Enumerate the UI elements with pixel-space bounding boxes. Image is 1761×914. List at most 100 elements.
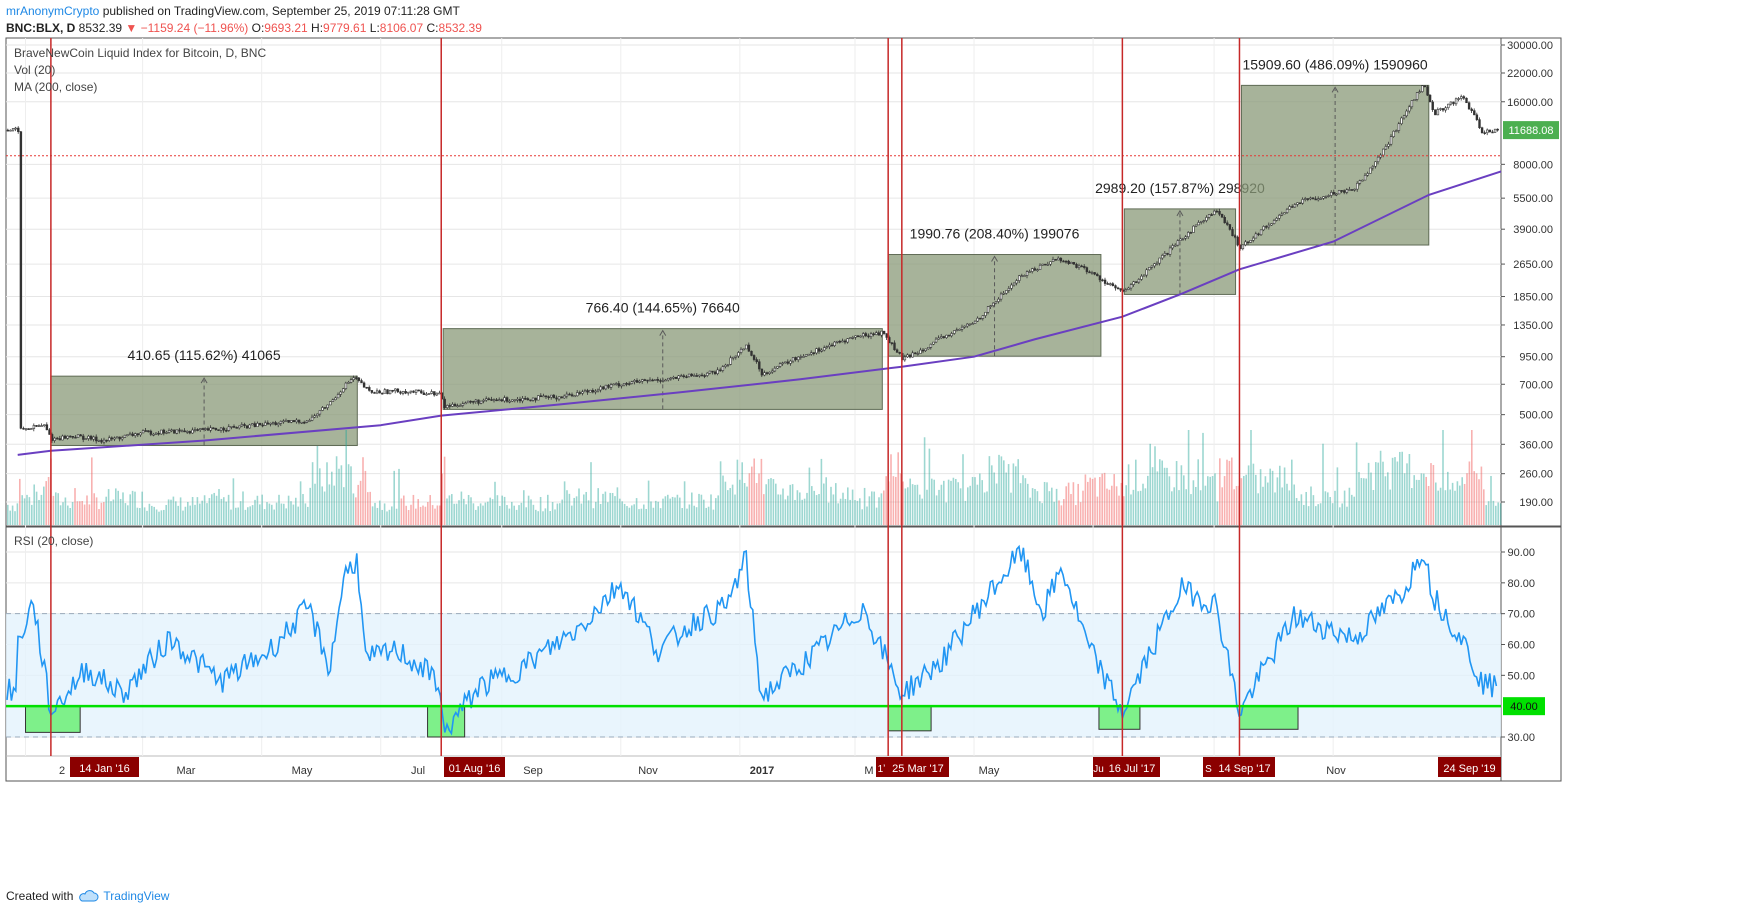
candle-up — [968, 323, 972, 326]
volume-bar — [1403, 473, 1406, 525]
candle-up — [966, 323, 969, 327]
volume-bar — [652, 507, 655, 525]
volume-bar — [38, 499, 40, 525]
candle-down — [292, 420, 296, 423]
volume-bar — [748, 473, 751, 525]
volume-bar — [818, 494, 820, 525]
candle-up — [732, 356, 735, 359]
volume-bar — [465, 504, 467, 525]
volume-bar — [1144, 488, 1147, 525]
candle-down — [711, 370, 714, 373]
volume-bar — [151, 505, 153, 525]
candle-up — [1379, 154, 1382, 158]
volume-bar — [782, 488, 784, 525]
volume-bar — [1195, 486, 1197, 525]
volume-bar — [158, 511, 160, 525]
volume-bar — [1010, 492, 1012, 525]
volume-bar — [117, 490, 119, 525]
candle-up — [1046, 263, 1050, 266]
volume-bar — [1363, 478, 1365, 525]
volume-bar — [1267, 482, 1269, 525]
volume-bar — [359, 480, 362, 525]
candle-up — [604, 384, 608, 390]
volume-bar — [979, 473, 981, 525]
volume-bar — [1007, 464, 1010, 525]
volume-bar — [275, 502, 278, 525]
candle-up — [1374, 161, 1377, 167]
rsi-legend: RSI (20, close) — [14, 534, 94, 548]
volume-bar — [861, 509, 863, 525]
volume-bar — [640, 508, 643, 525]
volume-bar — [237, 507, 239, 525]
volume-bar — [9, 510, 11, 525]
candle-up — [1366, 173, 1369, 176]
volume-bar — [398, 468, 400, 525]
candle-up — [583, 390, 587, 393]
volume-bar — [55, 492, 57, 525]
volume-bar — [1324, 491, 1327, 525]
volume-bar — [319, 468, 321, 525]
candle-up — [193, 429, 197, 431]
volume-bar — [993, 472, 995, 525]
candle-down — [578, 392, 582, 394]
candle-up — [290, 420, 293, 423]
volume-bar — [580, 503, 583, 525]
volume-bar — [662, 498, 664, 525]
volume-bar — [256, 495, 259, 525]
volume-bar — [1087, 481, 1089, 525]
tradingview-link[interactable]: TradingView — [103, 889, 170, 903]
volume-bar — [643, 504, 645, 525]
candle-up — [698, 374, 701, 377]
candle-up — [1194, 224, 1198, 227]
volume-bar — [340, 465, 343, 525]
volume-bar — [1274, 492, 1276, 525]
candle-down — [867, 335, 870, 338]
candle-up — [508, 400, 511, 403]
candle-up — [615, 383, 618, 385]
volume-bar — [33, 484, 35, 525]
candle-down — [695, 375, 699, 377]
volume-bar — [1099, 477, 1101, 525]
candle-up — [92, 436, 95, 440]
volume-bar — [88, 504, 91, 525]
volume-bar — [544, 508, 547, 525]
candle-down — [942, 336, 946, 339]
candle-down — [674, 376, 678, 379]
candle-down — [544, 395, 548, 398]
candle-up — [1025, 271, 1029, 276]
candle-up — [927, 347, 930, 350]
candle-down — [1473, 110, 1476, 116]
volume-bar — [604, 491, 607, 525]
candle-down — [1059, 257, 1063, 262]
candle-up — [994, 301, 998, 304]
candle-down — [399, 391, 402, 394]
volume-bar — [1372, 490, 1375, 525]
candle-down — [196, 429, 199, 431]
candle-down — [235, 427, 238, 429]
candle-up — [1460, 96, 1463, 99]
volume-bar — [647, 480, 650, 525]
volume-bar — [935, 495, 938, 525]
volume-bar — [227, 494, 230, 525]
volume-bar — [283, 503, 285, 525]
candle-down — [758, 361, 761, 370]
candle-up — [123, 434, 127, 438]
date-badge — [70, 757, 139, 777]
volume-bar — [295, 497, 297, 525]
candle-up — [841, 340, 844, 343]
candle-down — [617, 383, 621, 387]
candle-down — [750, 350, 753, 356]
volume-bar — [796, 490, 799, 525]
candle-down — [1044, 263, 1047, 266]
volume-bar — [1468, 461, 1471, 525]
rsi-level-label: 40.00 — [1510, 701, 1538, 713]
time-tick-label: May — [292, 765, 313, 777]
author-link[interactable]: mrAnonymCrypto — [6, 4, 100, 18]
candle-down — [420, 390, 423, 394]
candle-down — [547, 396, 550, 399]
volume-bar — [263, 509, 266, 525]
candle-up — [271, 422, 275, 424]
candle-down — [1075, 263, 1078, 268]
volume-bar — [215, 495, 218, 525]
volume-bar — [962, 454, 964, 525]
